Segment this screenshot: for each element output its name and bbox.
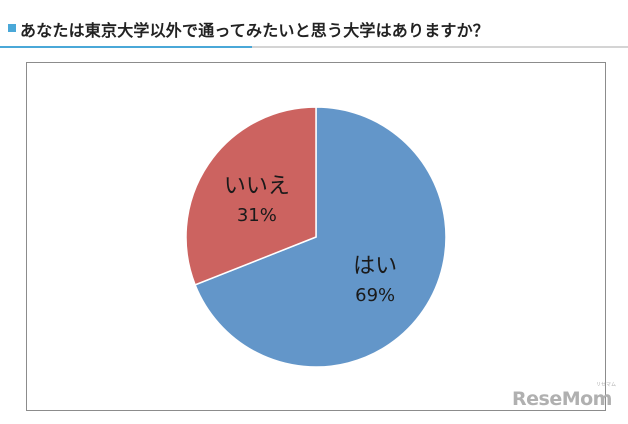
resemom-logo-kana: リセマム bbox=[596, 382, 617, 388]
pie-value-label-1: 31% bbox=[237, 205, 277, 226]
pie-slice-0 bbox=[194, 106, 447, 368]
pie-label-1: いいえ bbox=[224, 174, 290, 199]
page-header: あなたは東京大学以外で通ってみたいと思う大学はありますか？ bbox=[0, 0, 628, 48]
header-accent-line bbox=[0, 46, 252, 48]
pie-slice-1 bbox=[185, 106, 317, 286]
page-title: あなたは東京大学以外で通ってみたいと思う大学はありますか？ bbox=[20, 21, 490, 40]
resemom-logo: ReseMom bbox=[512, 388, 612, 410]
square-bullet-icon bbox=[8, 24, 16, 32]
header-divider bbox=[0, 46, 628, 48]
pie-value-label-0: 69% bbox=[355, 285, 395, 306]
pie-label-0: はい bbox=[353, 254, 397, 279]
